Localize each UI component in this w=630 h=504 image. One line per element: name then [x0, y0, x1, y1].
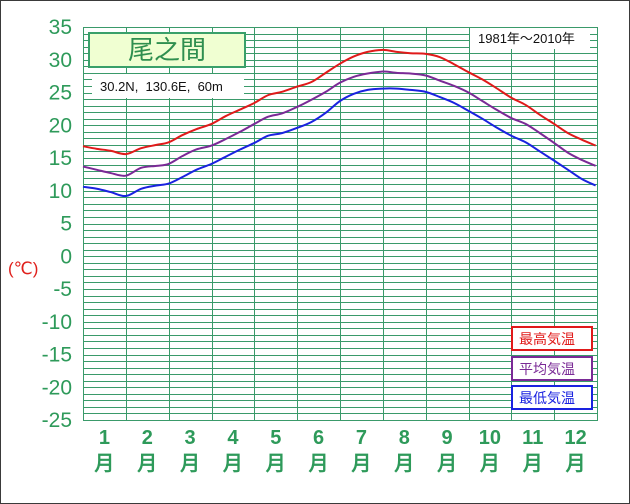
x-tick-label: 3 [185, 427, 196, 449]
x-tick-label: 7 [356, 427, 367, 449]
legend-label-min: 最低気温 [519, 390, 575, 406]
y-tick-label: -15 [42, 344, 72, 367]
x-tick-label: 6 [313, 427, 324, 449]
y-tick-label: 30 [49, 49, 72, 72]
x-tick-label: 10 [479, 427, 501, 449]
legend-label-mean: 平均気温 [519, 361, 575, 377]
x-tick-unit: 月 [479, 453, 500, 475]
x-tick-unit: 月 [350, 453, 371, 475]
y-axis-unit-label: (℃) [8, 259, 38, 278]
period-background [470, 28, 590, 49]
y-tick-label: 20 [49, 114, 72, 137]
y-axis-ticks: 35 30 25 20 15 10 5 0 -5 -10 -15 -20 -25 [42, 16, 72, 432]
legend-box-max [511, 326, 593, 351]
series-lines [82, 48, 597, 198]
y-tick-label: 15 [49, 147, 72, 170]
series-line-min [82, 87, 597, 198]
x-tick-unit: 月 [565, 453, 586, 475]
x-tick-label: 9 [442, 427, 453, 449]
station-title-box: 尾之間 [88, 32, 246, 68]
x-tick-unit: 月 [93, 453, 114, 475]
series-line-max [82, 48, 597, 156]
x-tick-unit: 月 [393, 453, 414, 475]
y-tick-label: 35 [49, 16, 72, 39]
x-tick-unit: 月 [179, 453, 200, 475]
x-tick-unit: 月 [222, 453, 243, 475]
x-tick-unit: 月 [265, 453, 286, 475]
legend-label-max: 最高気温 [519, 331, 575, 347]
location-background [92, 74, 244, 98]
y-tick-label: 5 [60, 213, 72, 236]
series-line-mean [82, 70, 597, 177]
legend: 最高気温 平均気温 最低気温 [511, 326, 593, 410]
y-tick-label: -5 [53, 278, 72, 301]
x-tick-label: 2 [142, 427, 153, 449]
y-tick-label: 25 [49, 82, 72, 105]
location-box: 30.2N, 130.6E, 60m [92, 74, 244, 98]
x-tick-label: 11 [522, 427, 543, 449]
x-tick-label: 4 [227, 427, 239, 449]
x-tick-label: 12 [564, 427, 586, 449]
y-tick-label: -25 [42, 409, 72, 432]
station-title: 尾之間 [128, 35, 206, 65]
legend-box-min [511, 385, 593, 410]
x-tick-unit: 月 [436, 453, 457, 475]
x-tick-label: 5 [270, 427, 281, 449]
y-tick-label: -20 [42, 376, 72, 399]
period-label: 1981年〜2010年 [478, 31, 575, 46]
y-tick-label: 0 [60, 245, 72, 268]
x-tick-label: 1 [99, 427, 110, 449]
period-box: 1981年〜2010年 [470, 28, 590, 49]
x-tick-label: 8 [399, 427, 410, 449]
station-location: 30.2N, 130.6E, 60m [100, 79, 223, 94]
y-tick-label: -10 [42, 311, 72, 334]
x-axis-ticks: 1 月 2 月 3 月 4 月 5 月 6 月 7 月 8 月 9 月 10 月 11 月 12 月 [93, 427, 586, 475]
x-tick-unit: 月 [522, 453, 543, 475]
plot-frame [83, 27, 598, 421]
x-tick-unit: 月 [136, 453, 157, 475]
x-tick-unit: 月 [308, 453, 329, 475]
title-background [88, 32, 246, 68]
y-tick-label: 10 [49, 180, 72, 203]
legend-box-mean [511, 356, 593, 381]
